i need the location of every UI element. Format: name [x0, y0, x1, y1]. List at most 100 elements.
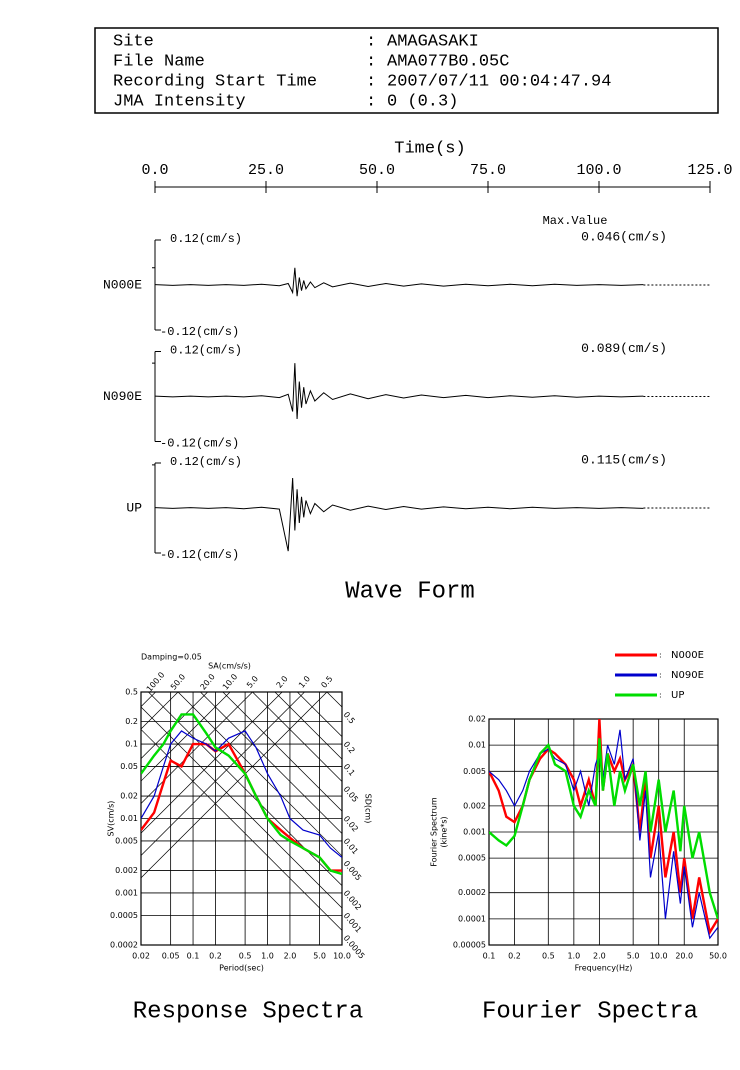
y-tick-label: 0.2	[125, 717, 138, 726]
y-tick-label: 0.0002	[110, 941, 138, 950]
x-tick-label: 25.0	[248, 162, 284, 179]
x-axis-title: Frequency(Hz)	[575, 964, 633, 973]
y-tick-label: -0.12(cm/s)	[160, 325, 239, 339]
sa-grid-line	[141, 692, 209, 760]
y-tick-label: 0.01	[468, 741, 486, 750]
sd-tick-label: 0.005	[342, 859, 364, 882]
sd-grid-line	[296, 692, 342, 738]
series-line	[141, 730, 342, 858]
waveform-trace	[154, 477, 644, 552]
sd-tick-label: 0.2	[342, 740, 357, 756]
legend-separator: :	[659, 691, 662, 700]
x-tick-label: 1.0	[567, 952, 580, 961]
sd-grid-line	[147, 692, 342, 887]
separator: :	[366, 92, 376, 111]
x-tick-label: 0.2	[209, 952, 222, 961]
y-tick-label: 0.001	[463, 828, 486, 837]
field-label: Site	[113, 32, 154, 51]
x-tick-label: 0.0	[141, 162, 168, 179]
peak-label: 0.089(cm/s)	[581, 341, 667, 356]
y-axis-unit: (kine*s)	[440, 816, 449, 847]
y-tick-label: 0.0002	[458, 888, 486, 897]
series-label: N000E	[103, 277, 142, 292]
y-tick-label: 0.01	[120, 814, 138, 823]
legend-label: UP	[671, 690, 684, 701]
field-value: 2007/07/11 00:04:47.94	[387, 72, 611, 91]
sd-axis-title: SD(cm)	[364, 794, 373, 824]
sd-tick-label: 0.001	[342, 911, 364, 934]
x-axis-title: Time(s)	[394, 139, 465, 158]
waveform-trace	[154, 267, 644, 297]
sd-tick-label: 0.05	[342, 785, 360, 804]
series-line	[489, 738, 718, 920]
x-tick-label: 125.0	[687, 162, 732, 179]
sd-grid-line	[141, 706, 342, 909]
x-tick-label: 0.2	[508, 952, 521, 961]
sa-tick-label: 1.0	[297, 674, 312, 690]
waveform-trace	[154, 363, 644, 420]
sa-tick-label: 20.0	[198, 672, 216, 691]
legend-label: N090E	[671, 670, 704, 681]
y-axis-title: Fourier Spectrum	[430, 797, 439, 867]
x-tick-label: 5.0	[313, 952, 326, 961]
y-tick-label: 0.5	[125, 688, 138, 697]
sd-grid-line	[141, 728, 342, 931]
x-tick-label: 1.0	[261, 952, 274, 961]
sa-axis-title: SA(cm/s/s)	[208, 662, 251, 671]
sa-tick-label: 50.0	[169, 672, 187, 691]
field-value: 0 (0.3)	[387, 92, 458, 111]
series-label: N090E	[103, 389, 142, 404]
y-tick-label: 0.001	[115, 888, 138, 897]
sa-tick-label: 2.0	[275, 674, 290, 690]
field-label: File Name	[113, 52, 205, 71]
chart-title: Response Spectra	[133, 998, 363, 1025]
x-tick-label: 2.0	[593, 952, 606, 961]
y-tick-label: -0.12(cm/s)	[160, 548, 239, 562]
sa-grid-line	[141, 692, 179, 730]
sa-grid-line	[141, 692, 157, 708]
sd-grid-line	[274, 692, 342, 760]
x-tick-label: 10.0	[333, 952, 351, 961]
peak-label: 0.115(cm/s)	[581, 452, 667, 467]
series-label: UP	[126, 500, 142, 515]
y-tick-label: 0.002	[463, 801, 486, 810]
legend-label: N000E	[671, 650, 704, 661]
sd-grid-line	[177, 692, 342, 857]
y-tick-label: 0.0001	[458, 914, 486, 923]
legend-separator: :	[659, 671, 662, 680]
field-value: AMA077B0.05C	[387, 52, 509, 71]
peak-label: 0.046(cm/s)	[581, 229, 667, 244]
x-tick-label: 0.5	[239, 952, 252, 961]
max-title: Max.Value	[543, 214, 608, 228]
series-line	[141, 713, 342, 876]
x-tick-label: 0.02	[132, 952, 150, 961]
y-tick-label: 0.005	[115, 836, 138, 845]
chart-title: Fourier Spectra	[482, 998, 698, 1025]
x-tick-label: 0.5	[542, 952, 555, 961]
header-box	[94, 27, 719, 114]
sd-tick-label: 0.5	[342, 710, 357, 726]
sa-tick-label: 0.5	[319, 674, 334, 690]
field-label: Recording Start Time	[113, 72, 317, 91]
chart-title: Wave Form	[345, 578, 475, 605]
sd-tick-label: 0.002	[342, 889, 364, 912]
sd-grid-line	[326, 692, 342, 708]
y-tick-label: 0.12(cm/s)	[170, 344, 242, 358]
y-tick-label: 0.00005	[453, 941, 486, 950]
y-tick-label: 0.005	[463, 767, 486, 776]
sd-grid-line	[222, 692, 342, 812]
x-tick-label: 50.0	[359, 162, 395, 179]
y-tick-label: 0.12(cm/s)	[170, 232, 242, 246]
x-tick-label: 75.0	[470, 162, 506, 179]
y-tick-label: 0.002	[115, 866, 138, 875]
x-tick-label: 100.0	[576, 162, 621, 179]
x-tick-label: 0.1	[483, 952, 496, 961]
x-tick-label: 2.0	[284, 952, 297, 961]
y-tick-label: 0.1	[125, 740, 138, 749]
separator: :	[366, 32, 376, 51]
sa-tick-label: 10.0	[221, 672, 239, 691]
x-tick-label: 0.1	[187, 952, 200, 961]
field-value: AMAGASAKI	[387, 32, 479, 51]
separator: :	[366, 72, 376, 91]
